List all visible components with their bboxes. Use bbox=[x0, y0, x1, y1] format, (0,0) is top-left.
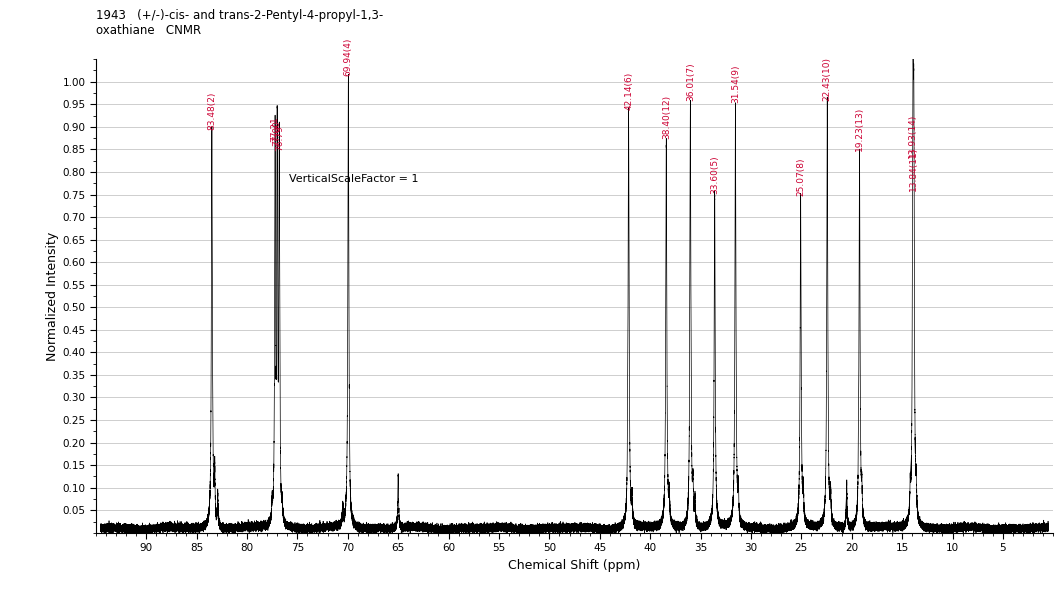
Text: 38.40(12): 38.40(12) bbox=[662, 95, 670, 140]
Text: 25.07(8): 25.07(8) bbox=[796, 157, 805, 196]
Text: 19.23(13): 19.23(13) bbox=[855, 107, 864, 151]
Text: 31.54(9): 31.54(9) bbox=[731, 65, 739, 104]
Text: 22.43(10): 22.43(10) bbox=[822, 57, 832, 101]
Text: 83.48(2): 83.48(2) bbox=[207, 92, 216, 130]
Text: VerticalScaleFactor = 1: VerticalScaleFactor = 1 bbox=[289, 174, 419, 184]
Text: 77.21: 77.21 bbox=[270, 116, 280, 141]
Y-axis label: Normalized Intensity: Normalized Intensity bbox=[47, 231, 60, 361]
Text: 1943   (+/-)-cis- and trans-2-Pentyl-4-propyl-1,3-: 1943 (+/-)-cis- and trans-2-Pentyl-4-pro… bbox=[96, 9, 383, 22]
X-axis label: Chemical Shift (ppm): Chemical Shift (ppm) bbox=[509, 559, 641, 572]
Text: 13.93(14): 13.93(14) bbox=[909, 113, 917, 157]
Text: 13.84(11): 13.84(11) bbox=[910, 147, 918, 191]
Text: 77.00: 77.00 bbox=[272, 120, 282, 146]
Text: 76.79: 76.79 bbox=[275, 125, 284, 151]
Text: 69.94(4): 69.94(4) bbox=[344, 38, 353, 76]
Text: oxathiane   CNMR: oxathiane CNMR bbox=[96, 24, 201, 37]
Text: 33.60(5): 33.60(5) bbox=[710, 155, 719, 194]
Text: 42.14(6): 42.14(6) bbox=[625, 72, 633, 110]
Text: 36.01(7): 36.01(7) bbox=[686, 63, 695, 101]
